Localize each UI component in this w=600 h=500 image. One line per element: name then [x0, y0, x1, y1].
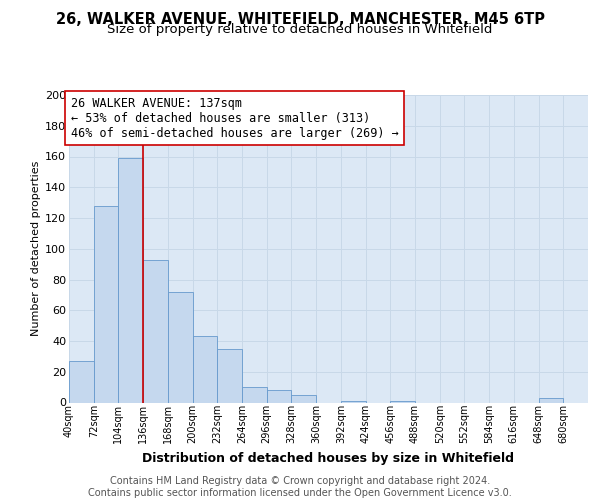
Bar: [193, 336, 217, 402]
Bar: [390, 401, 415, 402]
Bar: [267, 390, 292, 402]
Text: 26 WALKER AVENUE: 137sqm
← 53% of detached houses are smaller (313)
46% of semi-: 26 WALKER AVENUE: 137sqm ← 53% of detach…: [71, 96, 398, 140]
Text: 26, WALKER AVENUE, WHITEFIELD, MANCHESTER, M45 6TP: 26, WALKER AVENUE, WHITEFIELD, MANCHESTE…: [56, 12, 545, 28]
Y-axis label: Number of detached properties: Number of detached properties: [31, 161, 41, 336]
Bar: [118, 158, 143, 402]
Bar: [69, 361, 94, 403]
Bar: [168, 292, 193, 403]
Bar: [292, 395, 316, 402]
Bar: [539, 398, 563, 402]
Bar: [341, 401, 365, 402]
Text: Contains HM Land Registry data © Crown copyright and database right 2024.
Contai: Contains HM Land Registry data © Crown c…: [88, 476, 512, 498]
Bar: [217, 348, 242, 403]
Bar: [143, 260, 168, 402]
X-axis label: Distribution of detached houses by size in Whitefield: Distribution of detached houses by size …: [143, 452, 515, 464]
Bar: [242, 387, 267, 402]
Bar: [94, 206, 118, 402]
Text: Size of property relative to detached houses in Whitefield: Size of property relative to detached ho…: [107, 24, 493, 36]
